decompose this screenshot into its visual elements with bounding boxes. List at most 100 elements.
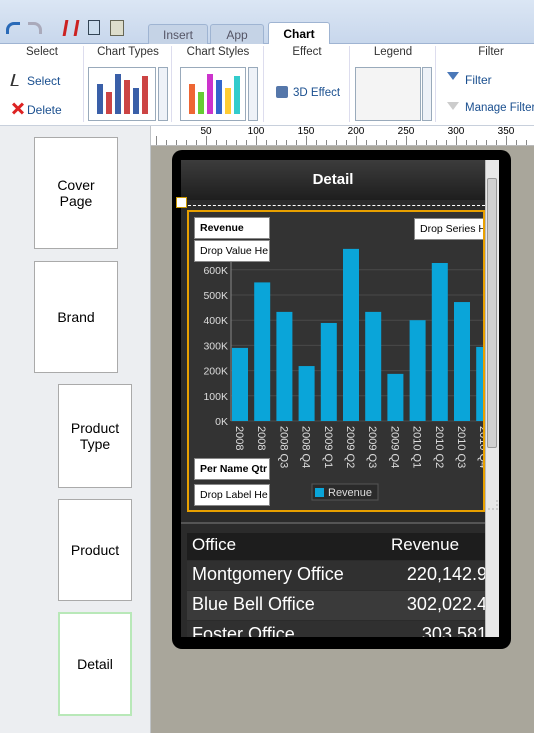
chart-container[interactable]: 0K 100K 200K 300K 400K 500K 600K 2008 2008 2008 Q…	[187, 210, 485, 512]
ruler-minor-tick	[406, 136, 407, 145]
table-row[interactable]	[187, 561, 485, 590]
ruler-minor-tick	[156, 136, 157, 145]
drop-zone[interactable]: Drop Value He	[194, 240, 270, 262]
ruler-minor-tick	[436, 140, 437, 145]
x-tick-label: 2008	[255, 426, 267, 450]
x-tick-label: 2010 Q3	[455, 426, 467, 468]
ruler-minor-tick	[316, 140, 317, 145]
chart: 0K 100K 200K 300K 400K 500K 600K 2008 2008 2008 Q…	[203, 248, 483, 501]
dropdown-arrow[interactable]	[422, 67, 432, 121]
ruler-minor-tick	[276, 140, 277, 145]
page-thumbnail[interactable]: Product	[58, 499, 132, 601]
thumb-bar	[198, 92, 204, 114]
x-tick-label: 2009 Q3	[366, 426, 378, 468]
move-handle[interactable]	[176, 197, 187, 208]
page-thumbnail[interactable]: Detail	[58, 612, 132, 716]
page-thumbnail[interactable]: Product Type	[58, 384, 132, 488]
bar	[232, 347, 248, 421]
select-button[interactable]: Select	[27, 74, 61, 88]
drop-zone[interactable]: Per Name Qtr	[194, 458, 270, 480]
ruler-minor-tick	[496, 140, 497, 145]
effect-button[interactable]: 3D Effect	[293, 87, 341, 99]
filter-icon	[447, 102, 459, 114]
y-tick-label: 600K	[203, 265, 228, 277]
tab[interactable]: Insert	[148, 24, 208, 44]
page-thumbnail[interactable]: Brand	[34, 261, 118, 373]
ribbon-separator	[349, 46, 350, 122]
x-tick-label: 2010 Q2	[433, 426, 445, 468]
ribbon-group-title: Effect	[292, 46, 322, 58]
table-cell: 303,581	[421, 624, 485, 637]
table-cell: Blue Bell Office	[192, 594, 315, 614]
drop-zone[interactable]: Drop Series H	[414, 218, 483, 240]
chart-style-thumb[interactable]	[180, 67, 246, 121]
bar	[409, 320, 426, 421]
ruler-minor-tick	[346, 140, 347, 145]
paste-icon[interactable]	[110, 20, 124, 36]
table-divider	[181, 522, 485, 524]
dropdown-arrow[interactable]	[248, 67, 258, 121]
page-label: Detail	[77, 656, 113, 672]
legend-swatch	[315, 488, 324, 497]
screen-header: Detail	[181, 160, 485, 200]
column-header: Revenue	[391, 535, 460, 554]
scroll-thumb[interactable]	[487, 178, 497, 448]
thumb-bar	[189, 84, 195, 114]
x-tick-label: 2008	[233, 426, 245, 450]
thumb-bar	[97, 84, 103, 114]
y-tick-label: 400K	[203, 315, 228, 327]
chart-type-thumb[interactable]	[88, 67, 156, 121]
table-row[interactable]	[187, 591, 485, 620]
filter-button[interactable]: Filter	[465, 73, 492, 87]
undo-icon[interactable]	[6, 22, 20, 34]
y-tick-label: 100K	[203, 391, 228, 403]
effect-icon	[276, 86, 288, 98]
ruler-minor-tick	[516, 140, 517, 145]
selection-dashes	[183, 205, 485, 206]
x-tick-label: 2009 Q1	[322, 426, 334, 468]
manage-filters-button[interactable]: Manage Filters	[465, 102, 534, 114]
cut-icon[interactable]	[62, 20, 80, 36]
bar	[365, 311, 382, 421]
ribbon-group-title: Filter	[478, 46, 504, 58]
thumb-bar	[133, 88, 139, 114]
y-tick-label: 300K	[203, 340, 228, 352]
tab[interactable]: Chart	[268, 22, 330, 45]
dropdown-arrow[interactable]	[158, 67, 168, 121]
ruler-minor-tick	[206, 136, 207, 145]
ruler-minor-tick	[386, 140, 387, 145]
x-tick-label: 2009 Q2	[344, 426, 356, 468]
x-tick-label: 2010 Q1	[411, 426, 423, 468]
page-thumbnail[interactable]: Cover Page	[34, 137, 118, 249]
ruler-minor-tick	[506, 136, 507, 145]
drop-zone[interactable]: Revenue	[194, 217, 270, 239]
ruler-minor-tick	[396, 140, 397, 145]
copy-icon[interactable]	[88, 20, 100, 35]
delete-button[interactable]: Delete	[27, 103, 62, 117]
ruler-tick-label: 50	[200, 126, 212, 137]
table-cell: 302,022.4	[406, 594, 485, 614]
ruler-minor-tick	[256, 136, 257, 145]
table-cell: Foster Office	[192, 624, 295, 637]
ribbon-group-title: Chart Types	[97, 46, 159, 58]
table-row[interactable]	[187, 621, 485, 637]
thumb-bar	[124, 80, 130, 114]
ruler-minor-tick	[196, 140, 197, 145]
tab[interactable]: App	[210, 24, 264, 44]
legend-thumb[interactable]	[355, 67, 421, 121]
resize-handle	[488, 500, 498, 510]
bar	[276, 311, 293, 421]
ruler-minor-tick	[526, 140, 527, 145]
drop-zone[interactable]: Drop Label He	[194, 484, 270, 506]
redo-icon[interactable]	[28, 22, 42, 34]
ruler-tick-label: 300	[447, 126, 465, 137]
ruler-minor-tick	[466, 140, 467, 145]
x-tick-label: 2009 Q4	[388, 426, 400, 468]
y-tick-label: 200K	[203, 366, 228, 378]
ruler-minor-tick	[306, 136, 307, 145]
ruler-minor-tick	[296, 140, 297, 145]
thumb-bar	[216, 80, 222, 114]
table: Office Revenue Montgomery Office 220,142.9 B…	[187, 533, 485, 637]
table-cell: Montgomery Office	[192, 564, 344, 584]
